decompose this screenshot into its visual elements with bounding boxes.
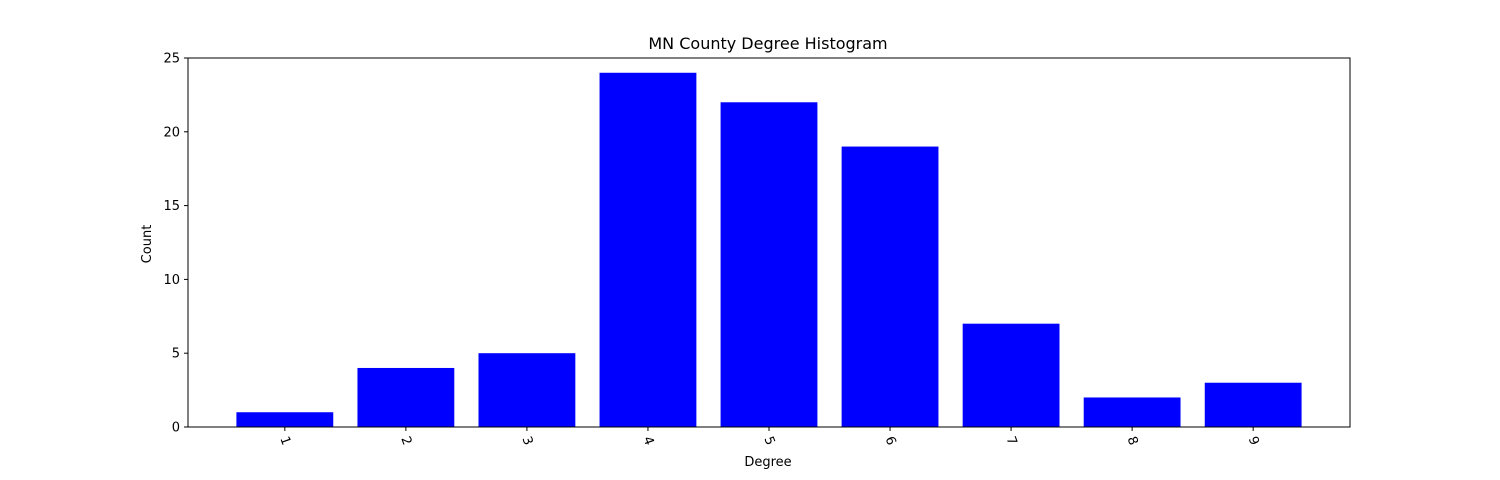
x-tick-label: 5: [761, 435, 778, 448]
bar-2: [357, 367, 455, 427]
y-tick-label: 20: [163, 125, 180, 140]
x-axis-title: Degree: [744, 455, 791, 470]
bar-8: [1083, 397, 1181, 427]
bar-6: [841, 146, 939, 427]
x-tick-label: 7: [1003, 435, 1020, 448]
y-axis-title: Count: [140, 225, 155, 264]
y-tick-label: 10: [163, 273, 180, 288]
chart-title: MN County Degree Histogram: [648, 34, 887, 53]
bar-4: [599, 72, 697, 427]
x-tick-label: 4: [639, 435, 656, 448]
y-tick-label: 0: [172, 421, 180, 436]
x-tick-label: 2: [397, 435, 414, 448]
bar-7: [962, 323, 1060, 427]
bar-5: [720, 102, 818, 427]
y-tick-label: 15: [163, 199, 180, 214]
x-tick-label: 8: [1124, 435, 1141, 448]
x-tick-label: 6: [882, 435, 899, 448]
bar-9: [1204, 382, 1302, 427]
x-tick-label: 3: [518, 435, 535, 448]
x-tick-label: 9: [1245, 435, 1262, 448]
bar-1: [236, 412, 334, 427]
bar-3: [478, 353, 576, 427]
y-tick-label: 5: [172, 347, 180, 362]
y-tick-label: 25: [163, 52, 180, 67]
plot-area: 0 5 10 15 20 25 1 2 3 4 5 6 7 8 9: [163, 52, 1351, 448]
x-tick-label: 1: [276, 435, 293, 448]
